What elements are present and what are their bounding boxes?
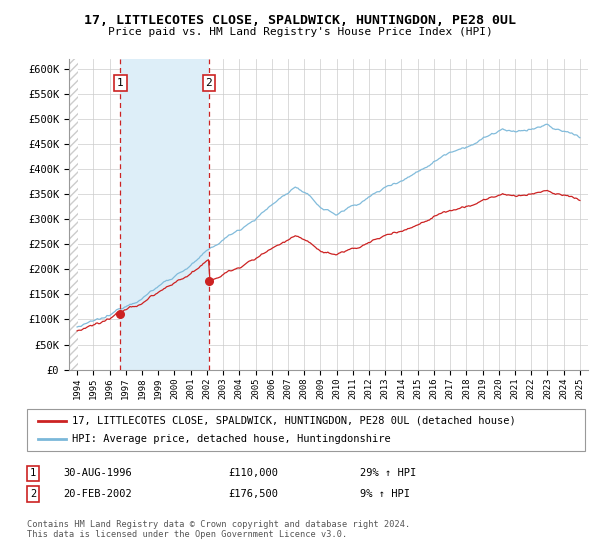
Bar — [121, 18, 209, 370]
Text: Price paid vs. HM Land Registry's House Price Index (HPI): Price paid vs. HM Land Registry's House … — [107, 27, 493, 37]
Text: 1: 1 — [30, 468, 36, 478]
Text: 29% ↑ HPI: 29% ↑ HPI — [360, 468, 416, 478]
Text: 17, LITTLECOTES CLOSE, SPALDWICK, HUNTINGDON, PE28 0UL (detached house): 17, LITTLECOTES CLOSE, SPALDWICK, HUNTIN… — [72, 416, 516, 426]
Text: 20-FEB-2002: 20-FEB-2002 — [63, 489, 132, 499]
Text: 1: 1 — [117, 78, 124, 88]
Text: 2: 2 — [30, 489, 36, 499]
Text: 17, LITTLECOTES CLOSE, SPALDWICK, HUNTINGDON, PE28 0UL: 17, LITTLECOTES CLOSE, SPALDWICK, HUNTIN… — [84, 14, 516, 27]
Text: 30-AUG-1996: 30-AUG-1996 — [63, 468, 132, 478]
Text: HPI: Average price, detached house, Huntingdonshire: HPI: Average price, detached house, Hunt… — [72, 434, 391, 444]
Text: 9% ↑ HPI: 9% ↑ HPI — [360, 489, 410, 499]
Text: £110,000: £110,000 — [228, 468, 278, 478]
Text: Contains HM Land Registry data © Crown copyright and database right 2024.
This d: Contains HM Land Registry data © Crown c… — [27, 520, 410, 539]
Text: £176,500: £176,500 — [228, 489, 278, 499]
Text: 2: 2 — [206, 78, 212, 88]
Bar — [69, 18, 78, 370]
